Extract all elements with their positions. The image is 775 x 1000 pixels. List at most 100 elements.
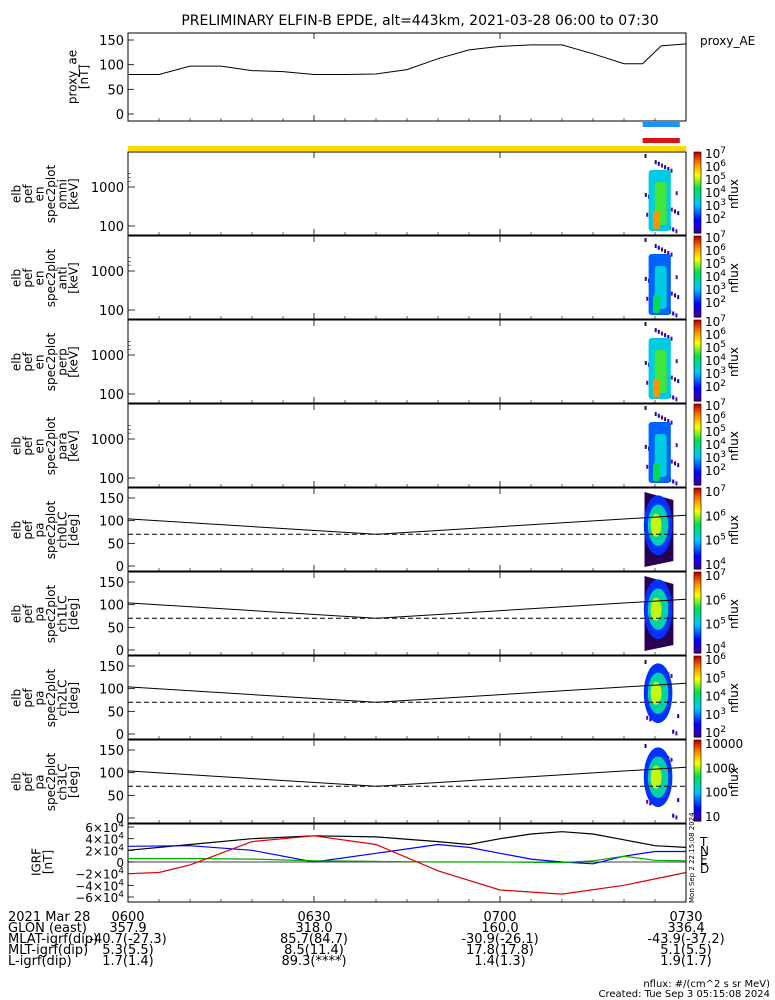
spec-colorbar-0-segment: [694, 154, 701, 157]
spec-speckle-2: [646, 380, 649, 385]
pa-colorbar-2-segment: [694, 722, 701, 726]
spec-colorbar-3-segment: [694, 438, 701, 441]
spec-speckle-2: [657, 329, 660, 334]
orbit-row-label: 2021 Mar 28: [8, 910, 90, 925]
spec-ylabel-2-line: perp: [55, 348, 69, 376]
spec-speckle-0: [657, 161, 660, 166]
pa-colorbar-0-segment: [694, 544, 701, 548]
spec-colorbar-3-segment: [694, 424, 701, 427]
spec-colorbar-0-segment: [694, 176, 701, 179]
orbit-value: 1.7(1.4): [102, 954, 154, 969]
pa-colorbar-2-segment: [694, 700, 701, 704]
spec-colorbar-1-segment: [694, 290, 701, 294]
spec-colorbar-1-segment: [694, 306, 701, 310]
spec-speckle-1: [670, 252, 673, 257]
igrf-ytick-label: 6×104: [85, 820, 124, 835]
spec-ylabel-2-line: pef: [21, 352, 35, 372]
pa-ylabel-0-line: elb: [10, 521, 24, 539]
pa-colorbar-2-segment: [694, 674, 701, 677]
pa-colorbar-2-segment: [694, 718, 701, 722]
pa-cbar-label-2: nflux: [727, 683, 741, 713]
pa-speckle-2: [675, 731, 678, 736]
igrf-ytick-label: −4×104: [75, 878, 124, 893]
pa-colorbar-3-segment: [694, 802, 701, 806]
spec-speckle-1: [657, 245, 660, 250]
spec-ylabel-1-line: spec2plot: [44, 248, 58, 307]
pa-colorbar-3-segment: [694, 768, 701, 771]
proxy-ae-ylabel-line: proxy_ae: [66, 50, 80, 104]
pa-colorbar-3-segment: [694, 748, 701, 751]
spec-speckle-3: [677, 463, 680, 468]
spec-colorbar-2-segment: [694, 344, 701, 347]
pa-speckle-3: [646, 799, 649, 804]
pa-speckle-3: [644, 744, 647, 748]
spec-colorbar-2-segment: [694, 340, 701, 343]
spec-blob-core-3: [653, 463, 660, 481]
pa-colorbar-0-segment: [694, 518, 701, 521]
spec-colorbar-3-segment: [694, 420, 701, 423]
spec-colorbar-0-segment: [694, 188, 701, 191]
spec-ytick-label-2: 100: [99, 388, 124, 403]
pa-colorbar-2-segment: [694, 690, 701, 693]
pa-colorbar-1-segment: [694, 612, 701, 616]
spec-colorbar-1-segment: [694, 292, 701, 296]
pa-cbar-tick-3: 100: [705, 786, 728, 800]
spec-colorbar-3-segment: [694, 450, 701, 454]
spec-colorbar-3-segment: [694, 474, 701, 478]
pa-colorbar-3-segment: [694, 740, 701, 743]
side-timestamp: Mon Sep 2 22:15:08 2024: [688, 812, 696, 903]
pa-colorbar-2-segment: [694, 660, 701, 663]
spec-colorbar-3-frame: [693, 403, 702, 486]
spec-ylabel-0-line: [keV]: [67, 178, 81, 209]
pa-colorbar-1-segment: [694, 614, 701, 618]
spec-colorbar-2-segment: [694, 326, 701, 329]
pa-colorbar-3-segment: [694, 819, 701, 822]
spec-colorbar-1-segment: [694, 282, 701, 286]
pa-speckle-3: [675, 815, 678, 820]
spec-ylabel-3-line: pef: [21, 436, 35, 456]
orbit-value: 336.4: [667, 921, 704, 936]
pa-speckle-2: [644, 660, 647, 664]
orbit-time-label: 0730: [669, 910, 702, 925]
spec-colorbar-2-segment: [694, 360, 701, 364]
pa-ylabel-3-line: [deg]: [67, 766, 81, 798]
pa-colorbar-3-segment: [694, 764, 701, 767]
pa-speckle-3: [649, 801, 652, 806]
pa-colorbar-3-segment: [694, 774, 701, 777]
pa-ytick-label-2: 100: [99, 683, 124, 698]
spec-speckle-2: [670, 375, 673, 380]
spec-colorbar-1-segment: [694, 248, 701, 251]
spec-frame-2: [127, 319, 687, 404]
pa-colorbar-1-segment: [694, 580, 701, 583]
spec-speckle-2: [677, 379, 680, 384]
spec-ytick-label-3: 100: [99, 472, 124, 487]
spec-colorbar-2-segment: [694, 372, 701, 376]
pa-ylabel-0-line: pef: [21, 520, 35, 540]
pa-colorbar-2-segment: [694, 712, 701, 716]
spec-colorbar-2-segment: [694, 396, 701, 400]
spec-speckle-2: [644, 322, 647, 326]
spec-blob-core-2: [653, 379, 660, 397]
spec-colorbar-3-segment: [694, 464, 701, 468]
pa-colorbar-0-segment: [694, 502, 701, 505]
pa-colorbar-2-segment: [694, 726, 701, 730]
pa-colorbar-1-segment: [694, 636, 701, 640]
spec-colorbar-1-segment: [694, 294, 701, 298]
spec-colorbar-1-segment: [694, 288, 701, 292]
spec-speckle-3: [646, 464, 649, 469]
spec-colorbar-2-segment: [694, 350, 701, 353]
spec-colorbar-0-segment: [694, 190, 701, 194]
spec-ytick-label-1: 1000: [91, 265, 124, 280]
spec-colorbar-0-segment: [694, 178, 701, 181]
pa-colorbar-0-segment: [694, 498, 701, 501]
spec-colorbar-0-segment: [694, 202, 701, 206]
igrf-ytick-label: 4×104: [85, 832, 124, 847]
spec-colorbar-3-segment: [694, 458, 701, 462]
pa-colorbar-2-segment: [694, 692, 701, 696]
spec-colorbar-2-segment: [694, 378, 701, 382]
pa-colorbar-0-segment: [694, 524, 701, 528]
pa-ylabel-3-line: pa: [33, 775, 47, 790]
